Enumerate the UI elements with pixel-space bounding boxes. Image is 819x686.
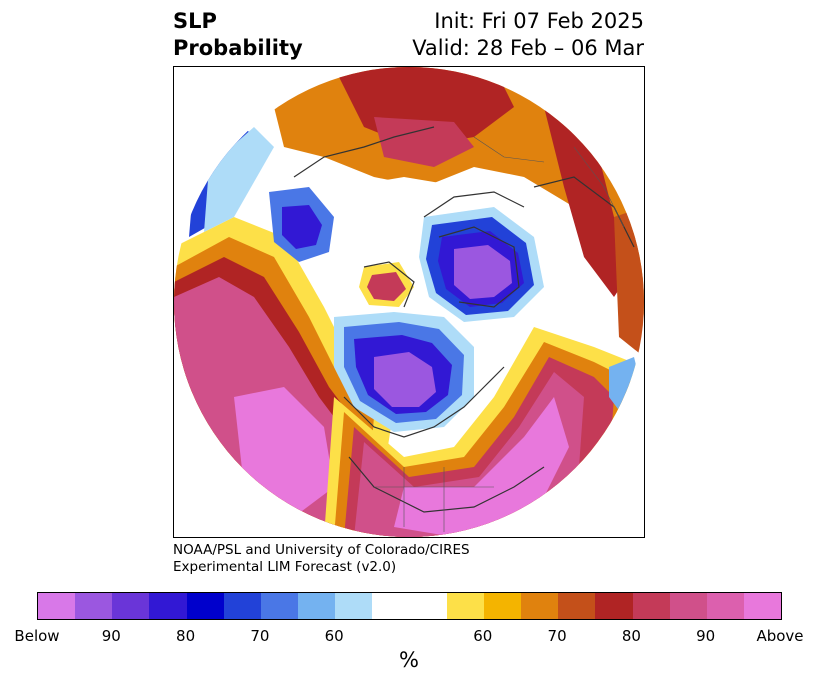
colorbar-tick-label: 80	[176, 627, 196, 645]
colorbar-cell	[558, 593, 596, 619]
title-quantity: Probability	[173, 36, 303, 60]
colorbar-tick-label: 90	[101, 627, 121, 645]
colorbar-cell	[409, 593, 447, 619]
region-north-warm	[264, 67, 644, 317]
colorbar-tick-label: 80	[621, 627, 641, 645]
colorbar-cell	[632, 593, 670, 619]
colorbar-tick-label: 60	[473, 627, 493, 645]
map-disc	[174, 67, 644, 537]
colorbar-cell	[75, 593, 113, 619]
colorbar-cell	[149, 593, 187, 619]
colorbar-tick-label: 70	[250, 627, 270, 645]
credit-line-2: Experimental LIM Forecast (v2.0)	[173, 559, 397, 575]
colorbar-cell	[335, 593, 373, 619]
colorbar-cell	[112, 593, 150, 619]
colorbar-cell	[743, 593, 782, 619]
region-arctic-low-core	[454, 245, 512, 299]
colorbar-cell	[186, 593, 224, 619]
title-init: Init: Fri 07 Feb 2025	[434, 9, 644, 33]
colorbar-cell	[223, 593, 261, 619]
map-panel	[173, 66, 645, 538]
colorbar-cell	[521, 593, 559, 619]
colorbar-tick-label: 60	[324, 627, 344, 645]
coastlines	[293, 126, 635, 513]
title-valid: Valid: 28 Feb – 06 Mar	[412, 36, 644, 60]
colorbar-unit: %	[399, 648, 419, 672]
title-right: Init: Fri 07 Feb 2025 Valid: 28 Feb – 06…	[412, 8, 644, 62]
colorbar-cell	[483, 593, 522, 619]
region-north-pink	[374, 117, 474, 167]
colorbar-cell	[372, 593, 410, 619]
colorbar-cell	[706, 593, 744, 619]
colorbar-tick-label: 90	[696, 627, 716, 645]
title-left: SLP Probability	[173, 8, 303, 62]
credit: NOAA/PSL and University of Colorado/CIRE…	[173, 542, 470, 576]
region-farwest-lightblue	[204, 127, 274, 232]
credit-line-1: NOAA/PSL and University of Colorado/CIRE…	[173, 542, 470, 558]
colorbar-cell	[38, 593, 76, 619]
title-variable: SLP	[173, 9, 217, 33]
colorbar	[37, 592, 782, 620]
region-na-magenta	[394, 397, 569, 537]
colorbar-tick-label: Above	[756, 627, 804, 645]
colorbar-cell	[595, 593, 633, 619]
colorbar-tick-label: Below	[14, 627, 60, 645]
colorbar-cell	[298, 593, 336, 619]
region-canada-low-core	[374, 352, 436, 407]
colorbar-cell	[260, 593, 299, 619]
colorbar-cell	[669, 593, 707, 619]
borders	[374, 136, 625, 532]
colorbar-cell	[446, 593, 484, 619]
region-east-red	[544, 107, 634, 297]
colorbar-tick-label: 70	[547, 627, 567, 645]
probability-map	[174, 67, 644, 537]
region-west-low-core	[282, 205, 322, 249]
region-siberia-high-core	[367, 272, 406, 301]
region-east-orange	[614, 207, 644, 357]
